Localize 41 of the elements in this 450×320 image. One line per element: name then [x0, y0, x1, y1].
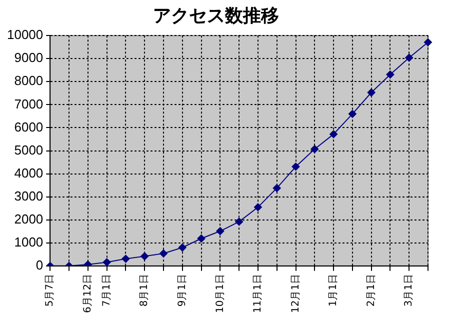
point — [235, 218, 244, 226]
y-tick-label: 5000 — [14, 142, 44, 158]
y-tick-label: 6000 — [14, 119, 44, 134]
x-tick-label: 7月1日 — [101, 274, 112, 307]
y-tick-label: 7000 — [14, 96, 44, 112]
x-tick-label: 11月1日 — [252, 274, 264, 314]
x-tick-label: 1月1日 — [328, 274, 340, 307]
x-tick-label: 6月12日 — [82, 274, 94, 314]
point — [310, 145, 319, 154]
point — [386, 70, 394, 79]
point — [367, 88, 376, 96]
point — [178, 243, 186, 252]
y-tick-label: 0 — [36, 257, 44, 272]
x-tick-label: 9月1日 — [176, 274, 188, 307]
x-tick-label: 5月7日 — [44, 274, 56, 307]
x-tick-label: 2月1日 — [366, 274, 377, 307]
point — [140, 252, 149, 260]
y-tick-label: 9000 — [14, 50, 44, 66]
point — [216, 227, 224, 236]
y-tick-label: 2000 — [14, 211, 44, 226]
y-tick-label: 4000 — [14, 165, 44, 180]
chart-title: アクセス数推移 — [153, 5, 279, 26]
point — [272, 184, 281, 192]
point — [424, 38, 432, 46]
x-tick-label: 3月1日 — [404, 274, 415, 307]
point — [405, 54, 414, 62]
point — [160, 249, 168, 258]
x-tick-label: 10月1日 — [214, 274, 226, 314]
y-tick-label: 3000 — [14, 188, 44, 204]
x-tick-label: 8月1日 — [139, 274, 150, 307]
point — [197, 234, 206, 243]
point — [330, 130, 338, 138]
point — [122, 254, 130, 263]
y-tick-label: 1000 — [14, 234, 44, 250]
y-tick-label: 8000 — [14, 73, 44, 88]
point — [254, 203, 262, 212]
point — [292, 162, 300, 171]
point — [348, 110, 356, 118]
y-tick-label: 10000 — [6, 27, 44, 42]
point — [102, 258, 111, 266]
x-tick-label: 12月1日 — [290, 274, 302, 314]
